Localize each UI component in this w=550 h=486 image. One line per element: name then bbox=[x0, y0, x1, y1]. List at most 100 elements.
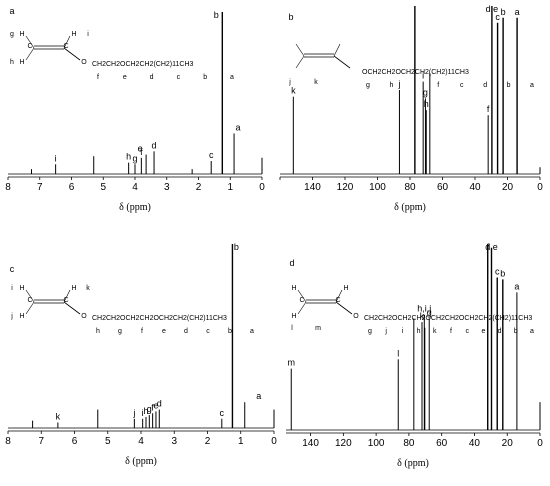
bond-line bbox=[297, 289, 307, 303]
chain-letter: g bbox=[368, 328, 372, 335]
x-tick-label: 3 bbox=[171, 436, 177, 447]
atom-label: H bbox=[19, 31, 24, 38]
atom-label: O bbox=[81, 59, 87, 66]
atom-letter: j bbox=[288, 79, 291, 86]
panel-label: a bbox=[9, 6, 14, 16]
peak-label: b bbox=[234, 242, 239, 252]
peak-label: j bbox=[132, 408, 135, 418]
peak-label: b bbox=[501, 7, 506, 17]
peak-label: c bbox=[220, 408, 225, 418]
x-tick-label: 120 bbox=[337, 182, 354, 193]
peak-label: h bbox=[424, 99, 429, 109]
atom-label: C bbox=[63, 43, 68, 50]
peak-label: f bbox=[486, 242, 489, 252]
x-tick-label: 20 bbox=[502, 438, 514, 449]
x-tick-label: 8 bbox=[5, 182, 11, 193]
chain-letter: c bbox=[460, 82, 464, 89]
x-tick-label: 80 bbox=[403, 438, 415, 449]
x-tick-label: 80 bbox=[404, 182, 416, 193]
bond-line bbox=[25, 47, 35, 61]
panel-label: c bbox=[10, 264, 15, 274]
chain-letter: b bbox=[514, 328, 518, 335]
atom-letter: l bbox=[291, 325, 293, 332]
peak-label: e bbox=[153, 400, 158, 410]
peak-label: g bbox=[132, 153, 137, 163]
peak-label: a bbox=[515, 7, 520, 17]
bond-line bbox=[295, 55, 305, 69]
chain-letter: f bbox=[450, 328, 452, 335]
x-axis-label: δ (ppm) bbox=[125, 456, 157, 467]
bond-line bbox=[63, 289, 71, 303]
chemical-structure: H HHC COi kj CH2CH2OCH2CH2OCH2CH2(CH2)11CH3h… bbox=[10, 285, 254, 335]
peak-label: h bbox=[143, 406, 148, 416]
chain-formula: CH2CH2OCH2CH2(CH2)11CH3 bbox=[92, 61, 194, 68]
chain-formula: CH2CH2OCH2CH2OCH2CH2(CH2)11CH3 bbox=[92, 315, 227, 322]
bond-line bbox=[333, 43, 341, 57]
bond-line bbox=[335, 301, 353, 315]
atom-label: O bbox=[353, 313, 359, 320]
atom-label: H bbox=[19, 313, 24, 320]
chain-letter: b bbox=[228, 328, 232, 335]
atom-letter: k bbox=[86, 285, 90, 292]
x-tick-label: 0 bbox=[537, 438, 543, 449]
chain-letter: g bbox=[366, 82, 370, 89]
peak-label: i bbox=[142, 408, 144, 418]
peak-label: f bbox=[487, 104, 490, 114]
peak-label: i bbox=[55, 153, 57, 163]
chain-letter: c bbox=[465, 328, 469, 335]
chain-letter: c bbox=[206, 328, 210, 335]
peak-label: c bbox=[495, 12, 500, 22]
atom-letter: g bbox=[10, 31, 14, 38]
chain-letter: a bbox=[250, 328, 254, 335]
bond-line bbox=[63, 301, 81, 315]
chain-letter: e bbox=[123, 74, 127, 81]
x-tick-label: 40 bbox=[469, 438, 481, 449]
atom-label: C bbox=[27, 43, 32, 50]
x-tick-label: 2 bbox=[196, 182, 202, 193]
peak-label: b bbox=[500, 268, 505, 278]
x-tick-label: 5 bbox=[105, 436, 111, 447]
x-tick-label: 40 bbox=[469, 182, 481, 193]
peak-label: d,e bbox=[485, 242, 498, 252]
peak-label: h bbox=[126, 152, 131, 162]
x-tick-label: 20 bbox=[502, 182, 514, 193]
chain-letter: f bbox=[97, 74, 99, 81]
chain-letter: e bbox=[162, 328, 166, 335]
chain-letter: i bbox=[402, 328, 404, 335]
peak-label: c bbox=[209, 150, 214, 160]
x-tick-label: 5 bbox=[100, 182, 106, 193]
atom-label: H bbox=[291, 285, 296, 292]
chain-letter: b bbox=[203, 74, 207, 81]
x-tick-label: 0 bbox=[537, 182, 543, 193]
atom-label: H bbox=[19, 59, 24, 66]
peak-label: f bbox=[140, 147, 143, 157]
peak-label: l bbox=[397, 348, 399, 358]
chain-letter: e bbox=[481, 328, 485, 335]
x-tick-label: 2 bbox=[205, 436, 211, 447]
bond-line bbox=[63, 47, 81, 61]
x-tick-label: 6 bbox=[69, 182, 75, 193]
peak-label: c bbox=[495, 266, 500, 276]
chain-letter: d bbox=[184, 328, 188, 335]
x-tick-label: 8 bbox=[5, 436, 11, 447]
atom-letter: j bbox=[10, 313, 13, 320]
x-axis-label: δ (ppm) bbox=[394, 202, 426, 213]
x-tick-label: 7 bbox=[38, 436, 44, 447]
x-tick-label: 100 bbox=[368, 438, 385, 449]
peak-label: a bbox=[256, 391, 261, 401]
peak-label: k bbox=[291, 86, 296, 96]
x-axis-label: δ (ppm) bbox=[397, 458, 429, 469]
chain-letter: j bbox=[384, 328, 387, 335]
peak-label: a bbox=[236, 123, 241, 133]
chain-letter: d bbox=[498, 328, 502, 335]
chain-letter: a bbox=[530, 82, 534, 89]
chain-letter: a bbox=[530, 328, 534, 335]
x-tick-label: 140 bbox=[302, 438, 319, 449]
chain-letter: g bbox=[118, 328, 122, 335]
chain-letter: h bbox=[96, 328, 100, 335]
chain-letter: f bbox=[437, 82, 439, 89]
